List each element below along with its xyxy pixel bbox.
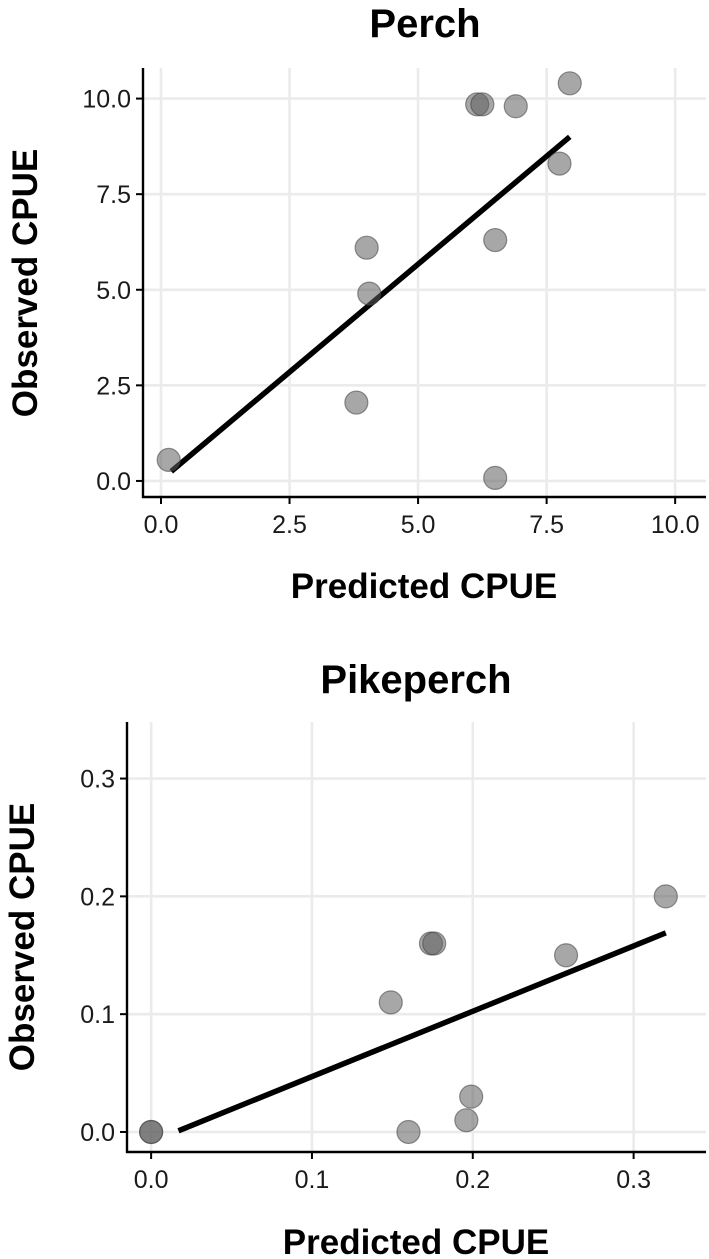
perch-panel: Perch 0.0 2.5 5.0 7.5 10.0 0.0 2.5 5.0 7.5 10.0 P… <box>0 0 709 620</box>
pikeperch-data-point <box>653 884 678 909</box>
perch-y-axis-title: Observed CPUE <box>6 149 45 417</box>
perch-data-point <box>483 465 508 490</box>
pikeperch-panel: Pikeperch 0.0 0.1 0.2 0.3 0.0 0.1 0.2 0.3 Predi… <box>0 620 709 1259</box>
perch-title: Perch <box>369 2 480 46</box>
pikeperch-x-tick-label: 0.0 <box>134 1166 169 1194</box>
perch-y-tick-label: 0.0 <box>96 468 131 496</box>
pikeperch-title: Pikeperch <box>320 658 511 702</box>
perch-grid <box>143 68 706 497</box>
perch-chart: Perch 0.0 2.5 5.0 7.5 10.0 0.0 2.5 5.0 7.5 10.0 P… <box>6 2 706 606</box>
pikeperch-x-axis-title: Predicted CPUE <box>283 1223 549 1259</box>
pikeperch-y-tick-label: 0.3 <box>80 766 115 794</box>
perch-x-axis-title: Predicted CPUE <box>291 567 557 606</box>
perch-data-point <box>470 92 495 117</box>
pikeperch-data-point <box>396 1119 421 1145</box>
pikeperch-y-tick-label: 0.2 <box>80 883 115 911</box>
perch-data-point <box>354 235 379 260</box>
pikeperch-data-point <box>553 943 579 968</box>
pikeperch-grid <box>127 722 706 1152</box>
pikeperch-data-point <box>459 1084 484 1109</box>
perch-x-tick-label: 7.5 <box>529 511 564 539</box>
pikeperch-fit-layer <box>177 930 667 1134</box>
pikeperch-ticks: 0.0 0.1 0.2 0.3 0.0 0.1 0.2 0.3 <box>80 766 651 1194</box>
perch-y-tick-label: 5.0 <box>96 277 131 305</box>
perch-data-point <box>483 227 508 253</box>
perch-y-tick-label: 10.0 <box>82 86 131 114</box>
perch-x-tick-label: 5.0 <box>401 511 436 539</box>
perch-y-tick-label: 2.5 <box>96 372 131 400</box>
pikeperch-y-tick-label: 0.0 <box>80 1119 115 1147</box>
pikeperch-x-tick-label: 0.2 <box>455 1166 490 1194</box>
perch-data-point <box>156 447 181 473</box>
pikeperch-y-tick-label: 0.1 <box>80 1001 115 1029</box>
pikeperch-data-point <box>454 1108 479 1133</box>
pikeperch-data-point <box>378 990 403 1015</box>
perch-data-point <box>547 151 572 176</box>
pikeperch-points-layer <box>139 884 678 1145</box>
pikeperch-fit-line <box>177 930 667 1134</box>
pikeperch-chart: Pikeperch 0.0 0.1 0.2 0.3 0.0 0.1 0.2 0.3 Predi… <box>3 658 706 1259</box>
pikeperch-data-point <box>139 1119 164 1145</box>
perch-data-point <box>357 281 382 306</box>
perch-x-tick-label: 10.0 <box>651 511 700 539</box>
perch-x-tick-label: 0.0 <box>144 511 179 539</box>
perch-data-point <box>503 94 528 119</box>
pikeperch-x-tick-label: 0.3 <box>616 1166 651 1194</box>
perch-ticks: 0.0 2.5 5.0 7.5 10.0 0.0 2.5 5.0 7.5 10.0 <box>82 86 699 539</box>
perch-data-point <box>344 390 369 415</box>
pikeperch-y-axis-title: Observed CPUE <box>3 803 42 1071</box>
perch-y-tick-label: 7.5 <box>96 181 131 209</box>
perch-data-point <box>557 71 582 96</box>
pikeperch-data-point <box>422 931 447 956</box>
perch-x-tick-label: 2.5 <box>272 511 307 539</box>
pikeperch-x-tick-label: 0.1 <box>295 1166 330 1194</box>
perch-points-layer <box>156 71 582 490</box>
